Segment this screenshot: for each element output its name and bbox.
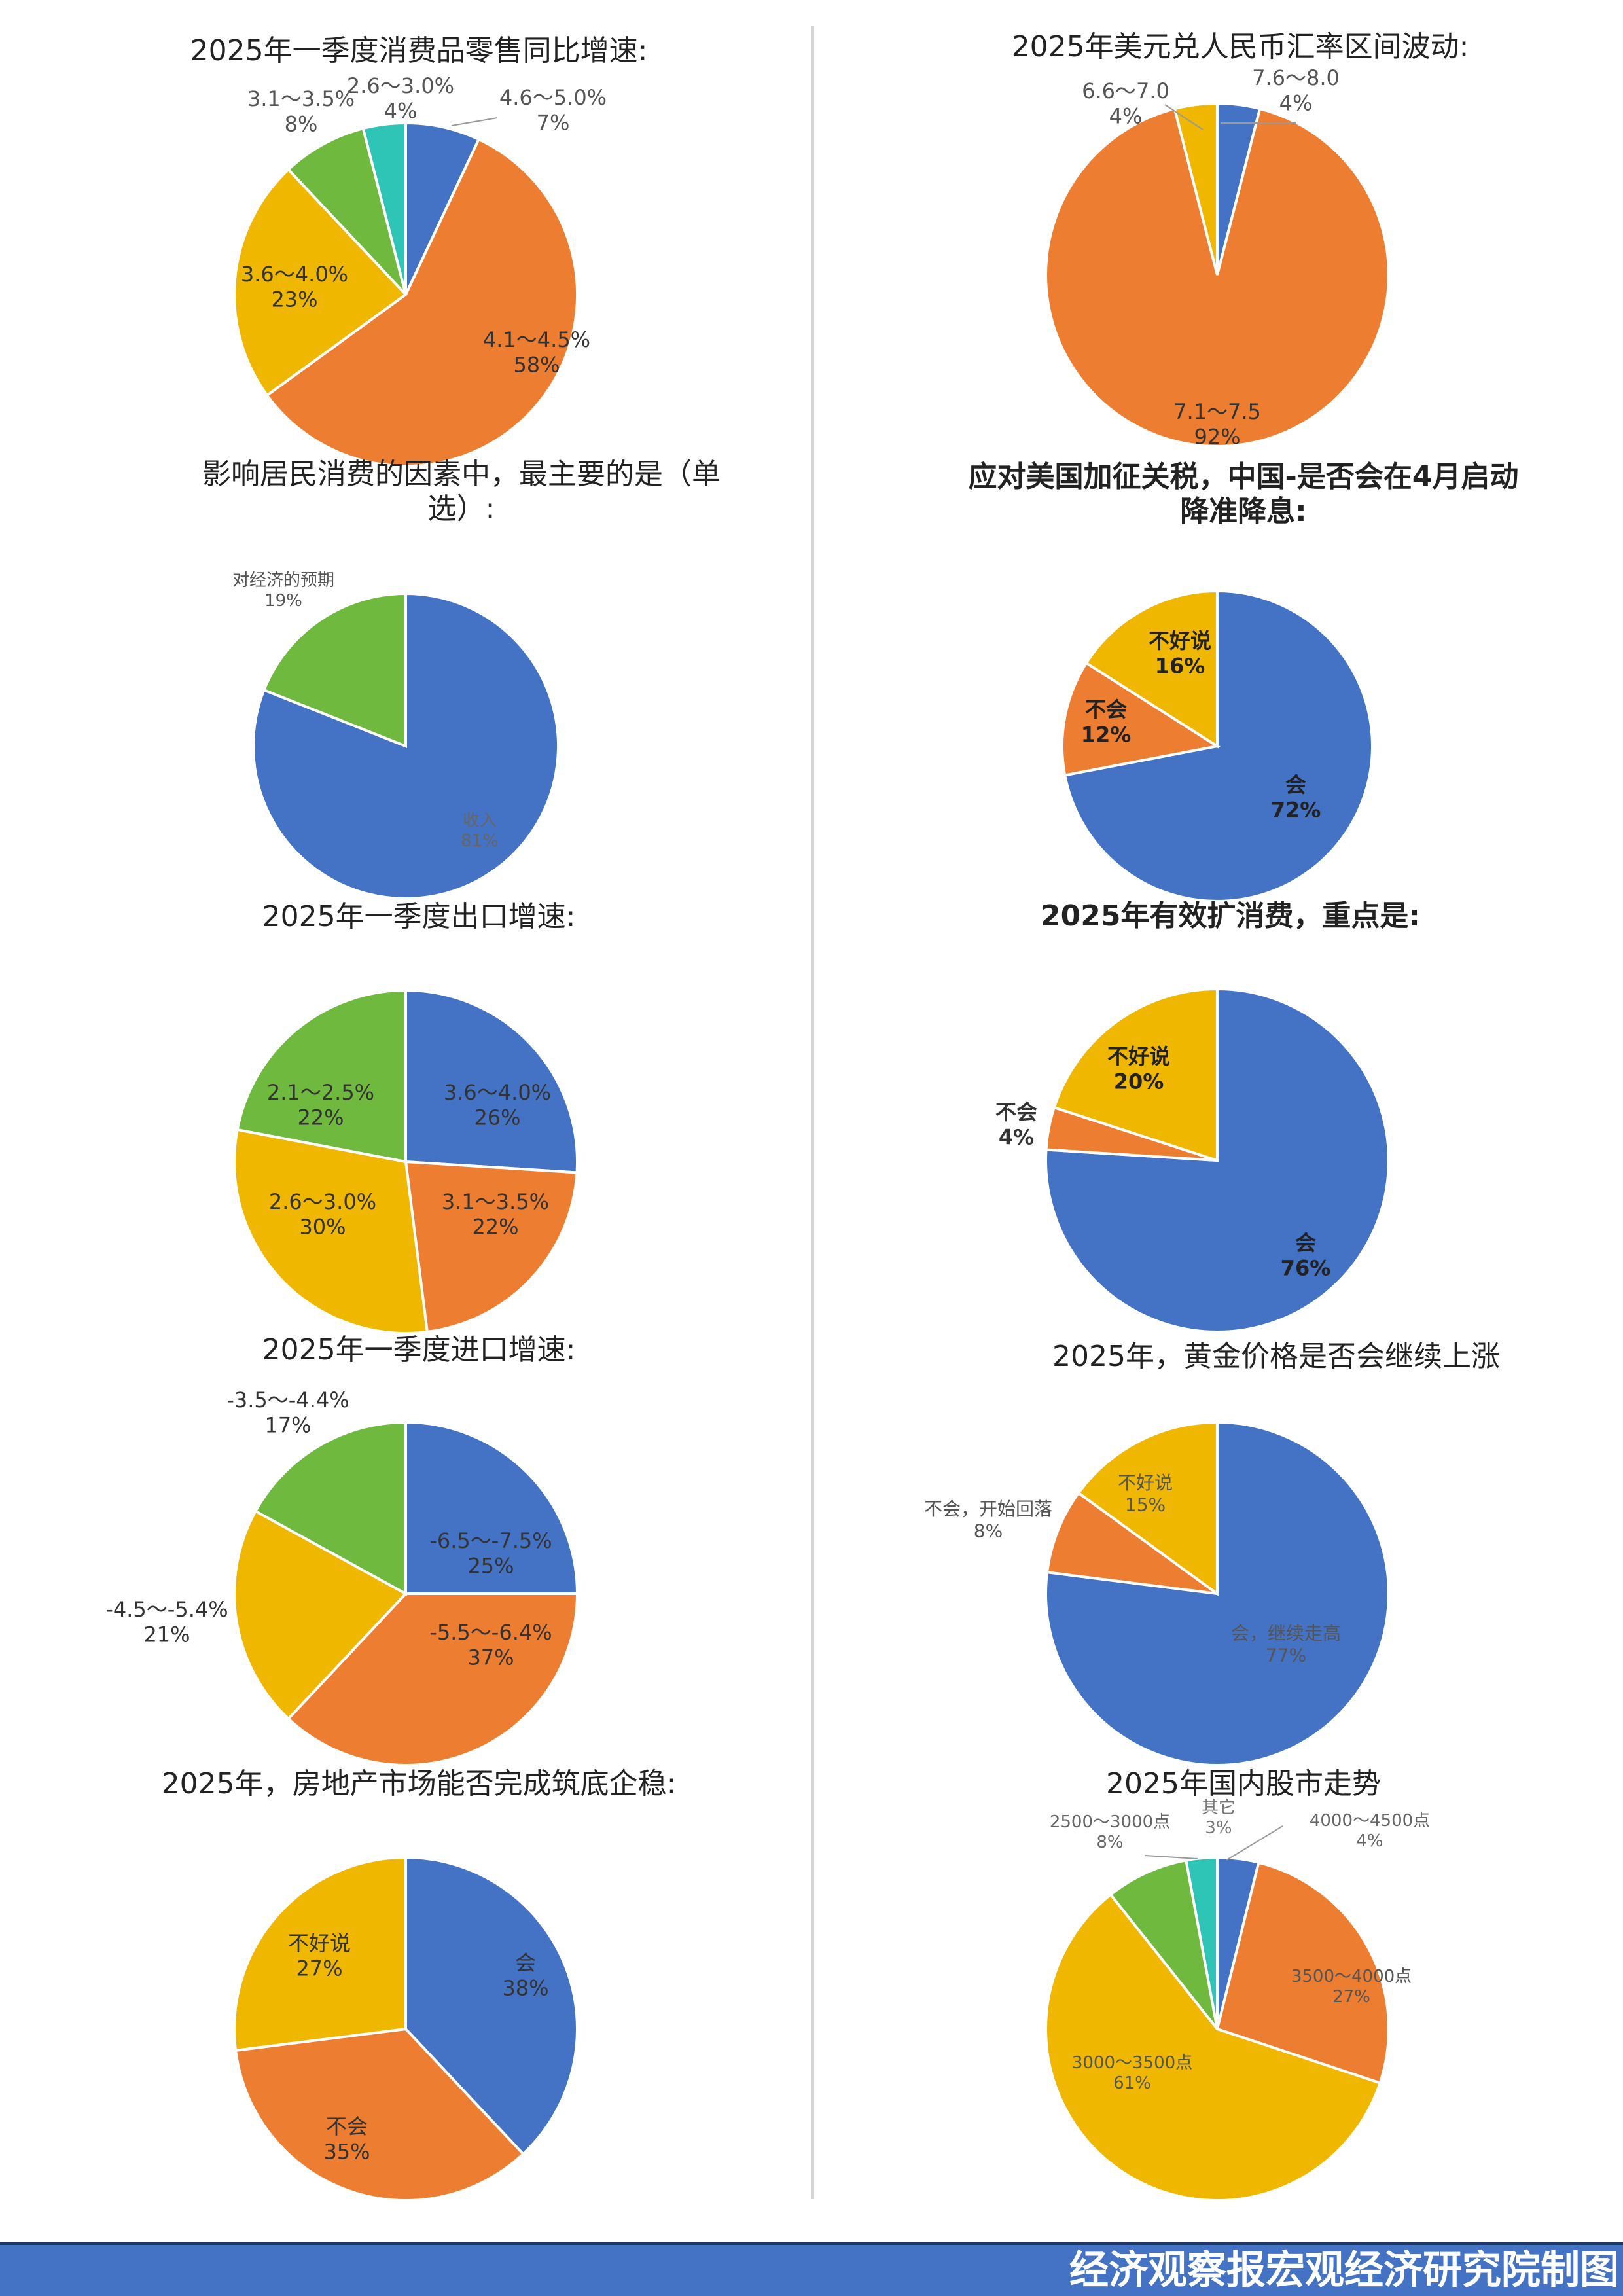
slice-label: -3.5～-4.4% 17% bbox=[226, 1388, 349, 1437]
pie-slice bbox=[1045, 1491, 1219, 1595]
slice-label: 2.6～3.0% 30% bbox=[269, 1189, 376, 1239]
pie-chart-1: 2025年一季度消费品零售同比增速: 4.6～5.0% 7% 4.1～4.5% 58% 3… bbox=[190, 34, 648, 467]
pie-slice bbox=[1077, 1420, 1219, 1596]
leader-line bbox=[1164, 104, 1204, 130]
slice-label: 3.1～3.5% 8% bbox=[247, 86, 355, 136]
pie-slice bbox=[234, 2027, 526, 2202]
chart-title: 2025年国内股市走势 bbox=[1106, 1767, 1381, 1801]
pie-slice bbox=[233, 1128, 429, 1335]
pie-slice bbox=[1052, 987, 1219, 1162]
pie-slice bbox=[1184, 1856, 1219, 2030]
pie-slice bbox=[1109, 1859, 1219, 2030]
pie-chart-5: 2025年一季度出口增速: 3.6～4.0% 26% 3.1～3.5% 22% 2.6～3… bbox=[233, 900, 579, 1335]
pie-slice bbox=[404, 121, 481, 295]
pie-slice bbox=[233, 1509, 408, 1721]
slice-label: 2.6～3.0% 4% bbox=[347, 73, 454, 123]
leader-line bbox=[1226, 1825, 1283, 1861]
pie-chart-10: 2025年国内股市走势 4000～4500点 4% 3500～4000点 27% 3000… bbox=[1044, 1767, 1430, 2202]
chart-title: 2025年一季度进口增速: bbox=[262, 1333, 576, 1367]
slice-label: 7.6～8.0 4% bbox=[1252, 65, 1340, 115]
footer-credit: 经济观察报宏观经济研究院制图 bbox=[1069, 2248, 1619, 2293]
slice-label: 其它 3% bbox=[1202, 1798, 1236, 1838]
slice-label: 不会 12% bbox=[1081, 697, 1132, 747]
chart-title: 2025年有效扩消费，重点是: bbox=[1041, 899, 1420, 933]
pie-slice bbox=[233, 1856, 407, 2053]
pie-slice bbox=[1215, 1861, 1390, 2085]
chart-title: 2025年一季度出口增速: bbox=[262, 900, 576, 933]
pie-slice bbox=[236, 988, 407, 1164]
pie-slice bbox=[361, 121, 407, 295]
slice-label: 4.6～5.0% 7% bbox=[499, 85, 607, 135]
pie-chart-6: 2025年有效扩消费，重点是: 会 76% 不会 4% 不好说 20% bbox=[995, 899, 1420, 1333]
slice-label: -6.5～-7.5% 25% bbox=[429, 1528, 552, 1578]
pie-slice bbox=[404, 988, 579, 1174]
pie-slice bbox=[262, 592, 407, 748]
charts-canvas: 2025年一季度消费品零售同比增速: 4.6～5.0% 7% 4.1～4.5% 58% 3… bbox=[105, 30, 1519, 2202]
slice-label: 2.1～2.5% 22% bbox=[267, 1080, 374, 1130]
chart-title: 2025年，黄金价格是否会继续上涨 bbox=[1052, 1340, 1500, 1373]
slice-label: 3.1～3.5% 22% bbox=[442, 1189, 549, 1239]
chart-title: 2025年美元兑人民币汇率区间波动: bbox=[1012, 30, 1469, 63]
slice-label: 6.6～7.0 4% bbox=[1082, 79, 1169, 128]
pie-chart-9: 2025年，房地产市场能否完成筑底企稳: 会 38% 不会 35% 不好说 27% bbox=[162, 1767, 677, 2202]
column-divider bbox=[812, 26, 814, 2199]
footer-banner: 经济观察报宏观经济研究院制图 bbox=[0, 2242, 1623, 2296]
slice-label: -5.5～-6.4% 37% bbox=[429, 1620, 552, 1670]
slice-label: 会 38% bbox=[502, 1950, 548, 2000]
slice-label: 会 76% bbox=[1281, 1230, 1331, 1280]
slice-label: 不好说 15% bbox=[1118, 1472, 1173, 1516]
slice-label: 3500～4000点 27% bbox=[1291, 1967, 1412, 2007]
slice-label: 不好说 27% bbox=[288, 1931, 351, 1981]
slice-label: 不好说 16% bbox=[1149, 628, 1211, 678]
slice-label: 7.1～7.5 92% bbox=[1173, 399, 1261, 449]
pie-chart-2: 2025年美元兑人民币汇率区间波动:7.6～8.0 4% 7.1～7.5 92% 6.6… bbox=[1012, 30, 1469, 449]
slice-label: 3000～3500点 61% bbox=[1072, 2053, 1192, 2093]
slice-label: 不会 4% bbox=[995, 1100, 1037, 1149]
pie-slice bbox=[1173, 101, 1219, 276]
pie-slice bbox=[404, 1420, 579, 1595]
slice-label: 3.6～4.0% 26% bbox=[444, 1080, 551, 1130]
slice-label: 收入 81% bbox=[461, 811, 499, 851]
slice-label: 不会 35% bbox=[323, 2114, 370, 2164]
slice-label: -4.5～-5.4% 21% bbox=[105, 1597, 228, 1647]
pie-slice bbox=[1044, 107, 1390, 448]
pie-slice bbox=[286, 1592, 579, 1767]
leader-line bbox=[451, 117, 498, 126]
pie-slice bbox=[286, 126, 407, 296]
slice-label: 4.1～4.5% 58% bbox=[483, 327, 590, 377]
pie-slice bbox=[1061, 661, 1221, 777]
slice-label: 2500～3000点 8% bbox=[1050, 1812, 1170, 1852]
pie-slice bbox=[1044, 987, 1390, 1333]
pie-chart-4: 应对美国加征关税，中国-是否会在4月启动降准降息: 会 72% 不会 12% 不好说 16% bbox=[969, 460, 1519, 903]
leader-line bbox=[1145, 1855, 1198, 1859]
pie-slice bbox=[1044, 1892, 1382, 2202]
chart-title: 2025年，房地产市场能否完成筑底企稳: bbox=[162, 1767, 677, 1801]
slice-label: 会 72% bbox=[1271, 772, 1321, 822]
pie-slice bbox=[265, 137, 579, 467]
pie-slice bbox=[404, 1856, 579, 2156]
slice-label: 4000～4500点 4% bbox=[1310, 1811, 1430, 1851]
slice-label: 会，继续走高 77% bbox=[1231, 1623, 1341, 1666]
pie-slice bbox=[253, 1420, 407, 1596]
pie-chart-7: 2025年一季度进口增速: -6.5～-7.5% 25% -5.5～-6.4% 37% -… bbox=[105, 1333, 579, 1767]
pie-slice bbox=[1084, 589, 1219, 749]
pie-slice bbox=[233, 168, 408, 397]
slice-label: 不好说 20% bbox=[1107, 1044, 1170, 1094]
pie-slice bbox=[404, 1160, 579, 1334]
chart-title: 2025年一季度消费品零售同比增速: bbox=[190, 34, 648, 67]
chart-title: 应对美国加征关税，中国-是否会在4月启动降准降息: bbox=[969, 460, 1519, 528]
slice-label: 3.6～4.0% 23% bbox=[241, 262, 348, 312]
slice-label: 不会，开始回落 8% bbox=[924, 1498, 1052, 1542]
pie-chart-3: 影响居民消费的因素中，最主要的是（单选）: 收入 81% 对经济的预期 19% bbox=[202, 457, 721, 900]
slice-label: 对经济的预期 19% bbox=[232, 571, 334, 611]
chart-title: 影响居民消费的因素中，最主要的是（单选）: bbox=[202, 457, 721, 526]
